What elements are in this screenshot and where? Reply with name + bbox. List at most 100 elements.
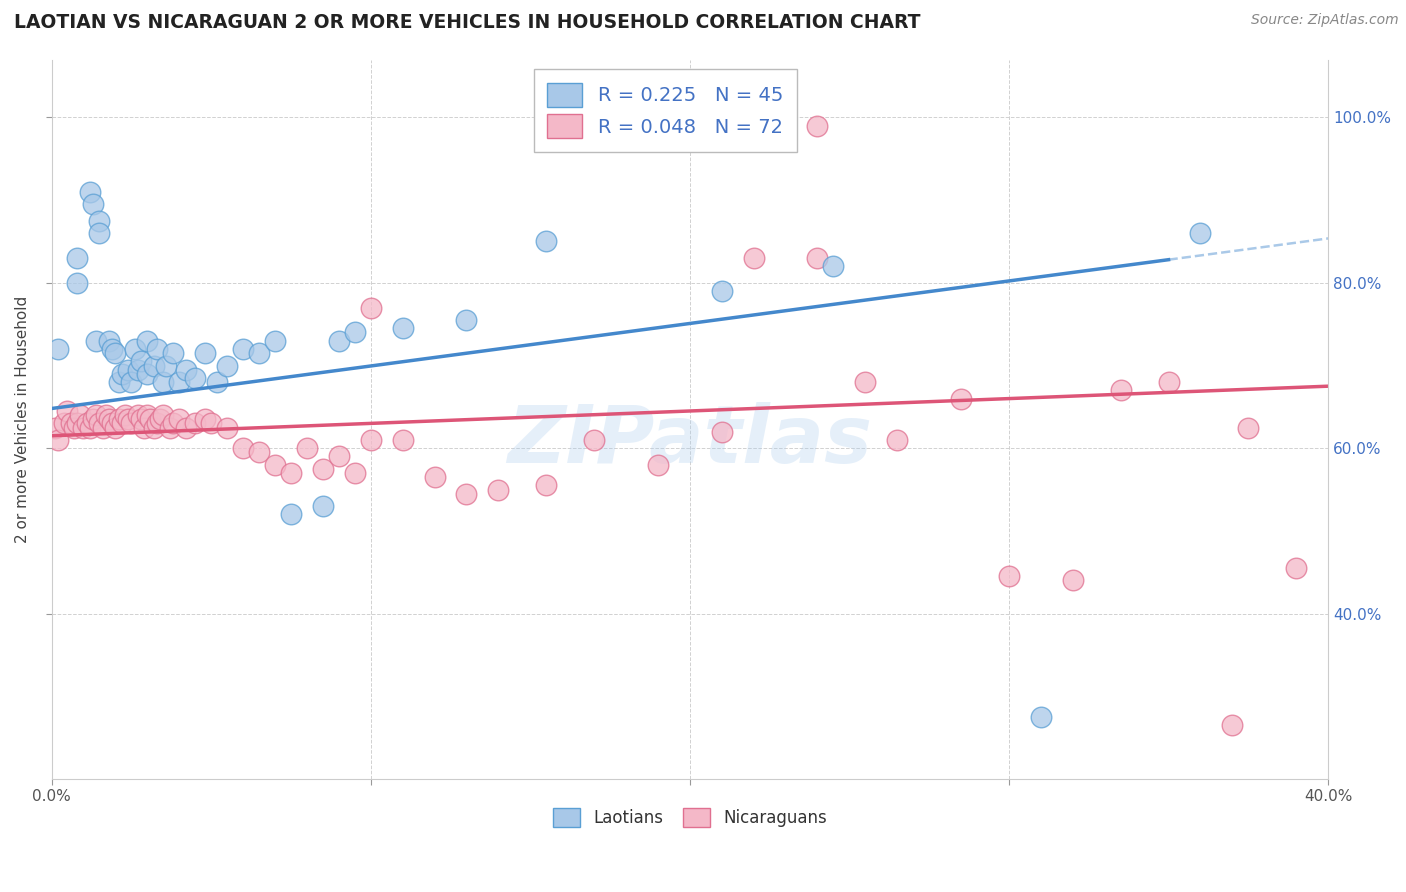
Point [84, 408, 107, 422]
Point [264, 458, 287, 472]
Point [184, 371, 207, 385]
Point [98, 412, 121, 426]
Point [152, 375, 174, 389]
Point [79, 420, 101, 434]
Point [343, 466, 366, 480]
Point [104, 420, 127, 434]
Point [149, 412, 172, 426]
Point [152, 408, 174, 422]
Point [534, 235, 557, 249]
Point [136, 408, 159, 422]
Point [101, 342, 124, 356]
Point [127, 362, 149, 376]
Point [66, 251, 89, 265]
Point [1237, 420, 1260, 434]
Point [1189, 226, 1212, 240]
Point [853, 375, 876, 389]
Point [127, 408, 149, 422]
Point [66, 276, 89, 290]
Point [806, 251, 828, 265]
Point [194, 412, 217, 426]
Point [247, 445, 270, 459]
Point [146, 342, 169, 356]
Point [117, 362, 139, 376]
Point [215, 359, 238, 373]
Point [89, 226, 111, 240]
Point [207, 375, 229, 389]
Point [104, 346, 127, 360]
Point [167, 412, 190, 426]
Point [806, 119, 828, 133]
Point [312, 499, 335, 513]
Point [174, 362, 197, 376]
Point [124, 342, 146, 356]
Point [1029, 710, 1052, 724]
Point [823, 260, 845, 274]
Point [215, 420, 238, 434]
Point [107, 412, 129, 426]
Point [53, 417, 76, 431]
Point [710, 425, 733, 439]
Point [360, 433, 382, 447]
Point [264, 334, 287, 348]
Point [998, 569, 1021, 583]
Point [129, 354, 152, 368]
Point [155, 359, 177, 373]
Point [76, 417, 98, 431]
Text: LAOTIAN VS NICARAGUAN 2 OR MORE VEHICLES IN HOUSEHOLD CORRELATION CHART: LAOTIAN VS NICARAGUAN 2 OR MORE VEHICLES… [14, 13, 921, 32]
Point [120, 417, 142, 431]
Point [46, 433, 69, 447]
Point [107, 375, 129, 389]
Point [120, 375, 142, 389]
Point [1285, 561, 1308, 575]
Point [280, 508, 302, 522]
Point [66, 417, 89, 431]
Point [194, 346, 217, 360]
Point [46, 342, 69, 356]
Point [247, 346, 270, 360]
Point [174, 420, 197, 434]
Point [59, 417, 82, 431]
Point [742, 251, 765, 265]
Point [328, 334, 350, 348]
Point [136, 367, 159, 381]
Point [101, 417, 124, 431]
Point [423, 470, 446, 484]
Point [136, 334, 159, 348]
Point [583, 433, 606, 447]
Point [142, 359, 165, 373]
Point [117, 412, 139, 426]
Point [139, 412, 162, 426]
Point [343, 326, 366, 340]
Point [132, 420, 155, 434]
Point [1062, 574, 1084, 588]
Point [1109, 384, 1132, 398]
Point [129, 412, 152, 426]
Point [328, 450, 350, 464]
Point [159, 420, 181, 434]
Point [69, 408, 91, 422]
Point [114, 408, 136, 422]
Point [91, 420, 114, 434]
Point [162, 346, 184, 360]
Point [1157, 375, 1180, 389]
Point [886, 433, 908, 447]
Point [167, 375, 190, 389]
Point [232, 441, 254, 455]
Point [950, 392, 973, 406]
Point [56, 404, 79, 418]
Text: ZIPatlas: ZIPatlas [508, 401, 872, 480]
Point [456, 313, 478, 327]
Point [84, 334, 107, 348]
Point [63, 420, 86, 434]
Point [72, 420, 94, 434]
Point [111, 367, 134, 381]
Point [89, 417, 111, 431]
Point [232, 342, 254, 356]
Point [647, 458, 669, 472]
Text: Source: ZipAtlas.com: Source: ZipAtlas.com [1251, 13, 1399, 28]
Point [391, 433, 413, 447]
Point [1222, 718, 1244, 732]
Point [534, 478, 557, 492]
Point [89, 214, 111, 228]
